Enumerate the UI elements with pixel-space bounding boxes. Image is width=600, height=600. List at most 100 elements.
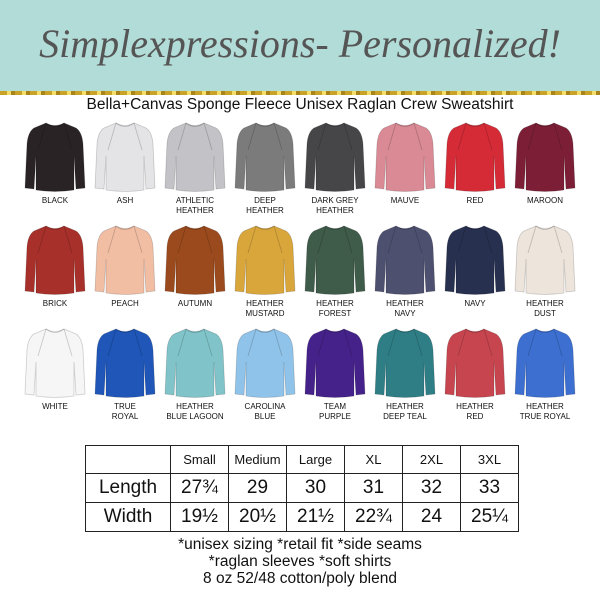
color-swatch: BRICK	[20, 223, 90, 326]
sweatshirt-icon	[24, 225, 86, 295]
sweatshirt-icon	[304, 122, 366, 192]
sweatshirt-icon	[374, 225, 436, 295]
color-swatch: CAROLINA BLUE	[230, 326, 300, 429]
color-label: DARK GREY HEATHER	[311, 196, 359, 215]
color-swatch: HEATHER BLUE LAGOON	[160, 326, 230, 429]
size-chart: Small Medium Large XL 2XL 3XL Length 27¾…	[85, 445, 519, 532]
size-value: 25¼	[460, 502, 519, 532]
color-label: DEEP HEATHER	[246, 196, 284, 215]
color-label: PEACH	[111, 299, 139, 308]
sweatshirt-icon	[24, 328, 86, 398]
color-swatch: BLACK	[20, 120, 90, 223]
sweatshirt-icon	[164, 122, 226, 192]
color-label: TRUE ROYAL	[111, 402, 139, 421]
color-swatch: HEATHER NAVY	[370, 223, 440, 326]
sweatshirt-icon	[164, 328, 226, 398]
color-swatch: HEATHER FOREST	[300, 223, 370, 326]
sweatshirt-icon	[374, 122, 436, 192]
note-line: *raglan sleeves *soft shirts	[208, 553, 392, 570]
sweatshirt-icon	[444, 225, 506, 295]
color-swatch: HEATHER DEEP TEAL	[370, 326, 440, 429]
color-label: CAROLINA BLUE	[244, 402, 286, 421]
color-label: TEAM PURPLE	[318, 402, 351, 421]
sweatshirt-icon	[514, 328, 576, 398]
size-value: 19½	[170, 502, 229, 532]
product-title: Bella+Canvas Sponge Fleece Unisex Raglan…	[86, 96, 514, 113]
size-chart-header: Small Medium Large XL 2XL 3XL	[85, 445, 519, 474]
size-value: 21½	[286, 502, 345, 532]
color-swatch: NAVY	[440, 223, 510, 326]
color-swatch: RED	[440, 120, 510, 223]
size-value: 33	[460, 473, 519, 503]
color-label: ASH	[116, 196, 134, 205]
color-label: HEATHER NAVY	[386, 299, 424, 318]
color-swatch: TEAM PURPLE	[300, 326, 370, 429]
header-cell: XL	[344, 445, 403, 474]
color-swatch: MAROON	[510, 120, 580, 223]
size-value: 20½	[228, 502, 287, 532]
sweatshirt-icon	[304, 225, 366, 295]
header-cell: Small	[170, 445, 229, 474]
color-swatch-grid: BLACK ASH ATHLETIC HEATHER DEEP HEATHER DARK…	[20, 120, 580, 429]
header-cell	[85, 445, 171, 474]
color-label: AUTUMN	[177, 299, 213, 308]
header-cell: 3XL	[460, 445, 519, 474]
size-row-width: Width 19½ 20½ 21½ 22¾ 24 25¼	[85, 502, 519, 532]
size-value: 32	[402, 473, 461, 503]
size-value: 27¾	[170, 473, 229, 503]
color-swatch: HEATHER TRUE ROYAL	[510, 326, 580, 429]
sweatshirt-icon	[94, 328, 156, 398]
gold-glitter-divider	[0, 91, 600, 95]
color-swatch: ATHLETIC HEATHER	[160, 120, 230, 223]
color-swatch: HEATHER DUST	[510, 223, 580, 326]
color-swatch: HEATHER RED	[440, 326, 510, 429]
color-label: HEATHER TRUE ROYAL	[519, 402, 571, 421]
sweatshirt-icon	[514, 122, 576, 192]
sweatshirt-icon	[234, 328, 296, 398]
color-swatch: ASH	[90, 120, 160, 223]
row-label: Width	[85, 502, 171, 532]
sweatshirt-icon	[444, 122, 506, 192]
size-row-length: Length 27¾ 29 30 31 32 33	[85, 473, 519, 503]
color-label: MAUVE	[390, 196, 420, 205]
color-swatch: DARK GREY HEATHER	[300, 120, 370, 223]
color-label: WHITE	[42, 402, 68, 411]
sweatshirt-icon	[234, 225, 296, 295]
color-label: HEATHER DEEP TEAL	[383, 402, 427, 421]
color-swatch: HEATHER MUSTARD	[230, 223, 300, 326]
sweatshirt-icon	[304, 328, 366, 398]
color-swatch: PEACH	[90, 223, 160, 326]
header-cell: Large	[286, 445, 345, 474]
banner: Simplexpressions- Personalized!	[0, 0, 600, 91]
product-notes: *unisex sizing *retail fit *side seams *…	[0, 536, 600, 587]
sweatshirt-icon	[514, 225, 576, 295]
note-line: 8 oz 52/48 cotton/poly blend	[203, 570, 397, 587]
sweatshirt-icon	[444, 328, 506, 398]
color-swatch: WHITE	[20, 326, 90, 429]
brand-title: Simplexpressions- Personalized!	[39, 21, 561, 66]
size-value: 22¾	[344, 502, 403, 532]
sweatshirt-icon	[94, 225, 156, 295]
color-swatch: DEEP HEATHER	[230, 120, 300, 223]
size-value: 29	[228, 473, 287, 503]
color-swatch: TRUE ROYAL	[90, 326, 160, 429]
sweatshirt-icon	[94, 122, 156, 192]
color-label: RED	[466, 196, 484, 205]
header-cell: Medium	[228, 445, 287, 474]
header-cell: 2XL	[402, 445, 461, 474]
color-label: BRICK	[42, 299, 68, 308]
sweatshirt-icon	[164, 225, 226, 295]
color-label: HEATHER RED	[456, 402, 494, 421]
color-swatch: AUTUMN	[160, 223, 230, 326]
size-value: 30	[286, 473, 345, 503]
color-label: ATHLETIC HEATHER	[175, 196, 215, 215]
sweatshirt-icon	[234, 122, 296, 192]
note-line: *unisex sizing *retail fit *side seams	[178, 536, 422, 553]
row-label: Length	[85, 473, 171, 503]
color-label: HEATHER FOREST	[316, 299, 354, 318]
color-label: HEATHER DUST	[526, 299, 564, 318]
color-label: BLACK	[41, 196, 69, 205]
color-swatch: MAUVE	[370, 120, 440, 223]
size-value: 24	[402, 502, 461, 532]
sweatshirt-icon	[374, 328, 436, 398]
